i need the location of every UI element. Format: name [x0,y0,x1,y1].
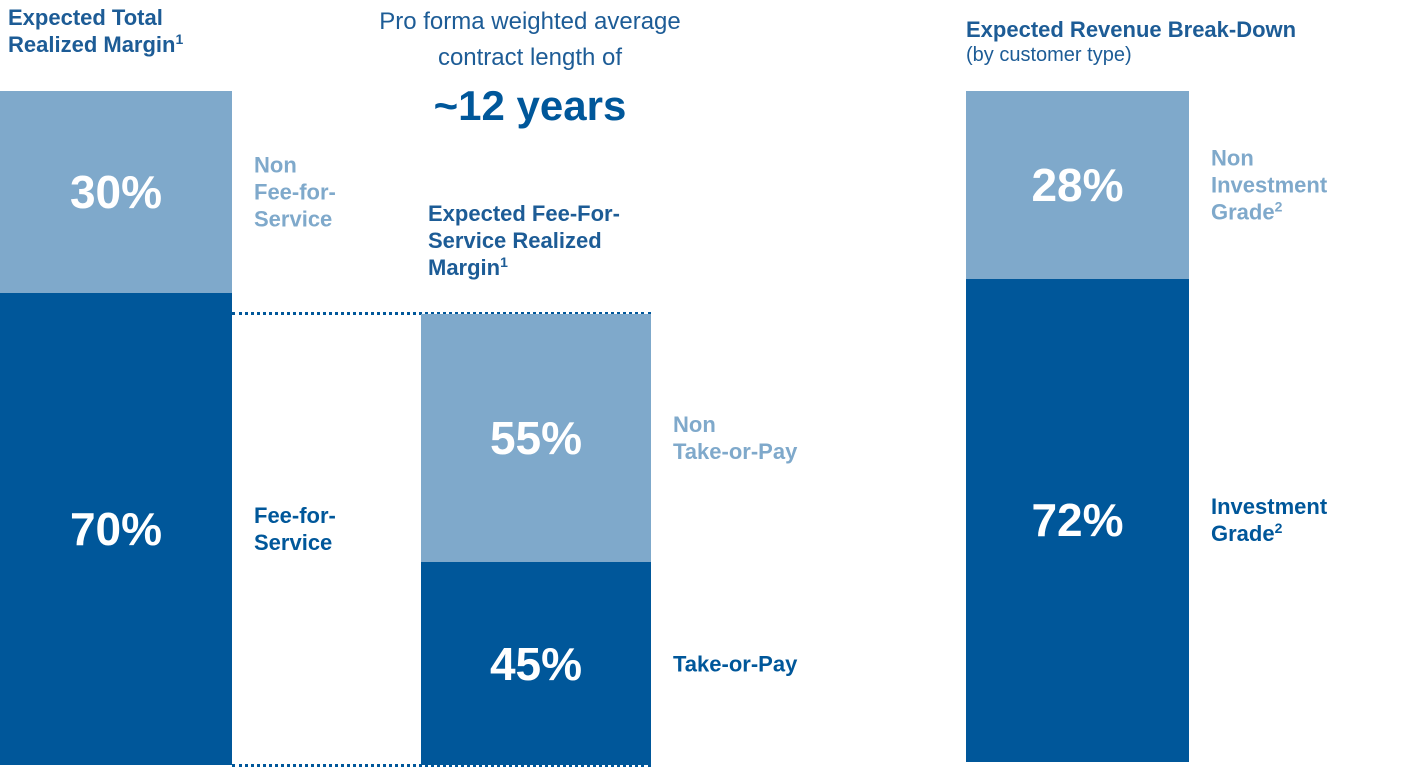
segment-label: Non Investment Grade2 [1211,144,1327,225]
segment-name: Non Fee-for- Service [254,152,336,232]
segment-label: Non Fee-for- Service [254,152,336,233]
footnote: 2 [1274,520,1283,537]
footnote: 1 [500,254,508,270]
value-label: 70% [69,503,163,556]
title-text: Expected Fee-For- Service Realized Margi… [428,201,620,280]
value-label: 55% [489,412,583,465]
bar-segment [421,314,651,563]
chart-title: Expected Total Realized Margin1 [8,4,468,58]
footnote: 1 [175,31,184,47]
footnote: 2 [1274,198,1283,215]
connector [232,764,651,767]
value-label: 72% [1031,494,1124,547]
segment-label: Take-or-Pay [673,650,797,677]
segment-name: Fee-for- Service [254,503,336,556]
segment-name: Non Investment Grade [1211,145,1328,225]
bar-segment [0,91,232,294]
bar-segment [966,91,1189,279]
segment-name: Investment Grade [1211,494,1328,547]
segment-label: Non Take-or-Pay [673,411,797,465]
bar-segment [0,293,232,765]
highlight: ~12 years [433,82,627,129]
chart-title: Expected Revenue Break-Down [966,16,1404,43]
chart-subtitle: (by customer type) [966,44,1132,66]
segment-name: Take-or-Pay [673,651,798,677]
subtitle: Pro forma weighted average contract leng… [379,8,681,71]
chart-title: Expected Fee-For- Service Realized Margi… [428,200,888,281]
connector [232,312,651,315]
bar-segment [966,278,1189,762]
title-text: Expected Total Realized Margin [8,5,176,57]
value-label: 28% [1031,158,1124,211]
value-label: 45% [489,637,583,690]
bar-segment [421,562,651,765]
value-label: 30% [69,166,163,219]
segment-label: Fee-for- Service [254,502,336,556]
segment-name: Non Take-or-Pay [673,412,798,465]
segment-label: Investment Grade2 [1211,493,1327,547]
title-text: Expected Revenue Break-Down [966,17,1297,42]
